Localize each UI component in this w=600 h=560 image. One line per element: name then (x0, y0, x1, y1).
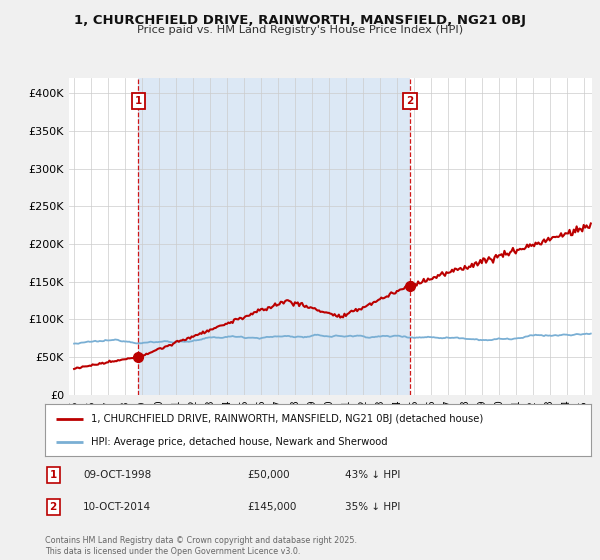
Text: £50,000: £50,000 (247, 470, 290, 480)
Text: Price paid vs. HM Land Registry's House Price Index (HPI): Price paid vs. HM Land Registry's House … (137, 25, 463, 35)
Text: 1, CHURCHFIELD DRIVE, RAINWORTH, MANSFIELD, NG21 0BJ: 1, CHURCHFIELD DRIVE, RAINWORTH, MANSFIE… (74, 14, 526, 27)
Text: 2: 2 (50, 502, 57, 512)
Text: 43% ↓ HPI: 43% ↓ HPI (346, 470, 401, 480)
Text: Contains HM Land Registry data © Crown copyright and database right 2025.
This d: Contains HM Land Registry data © Crown c… (45, 536, 357, 556)
Text: 2: 2 (406, 96, 414, 106)
Text: £145,000: £145,000 (247, 502, 296, 512)
Text: 1: 1 (134, 96, 142, 106)
Text: 10-OCT-2014: 10-OCT-2014 (83, 502, 151, 512)
Text: 35% ↓ HPI: 35% ↓ HPI (346, 502, 401, 512)
Text: 1: 1 (50, 470, 57, 480)
Text: 09-OCT-1998: 09-OCT-1998 (83, 470, 151, 480)
Bar (139, 78, 410, 395)
Text: HPI: Average price, detached house, Newark and Sherwood: HPI: Average price, detached house, Newa… (91, 437, 388, 447)
Text: 1, CHURCHFIELD DRIVE, RAINWORTH, MANSFIELD, NG21 0BJ (detached house): 1, CHURCHFIELD DRIVE, RAINWORTH, MANSFIE… (91, 414, 484, 424)
